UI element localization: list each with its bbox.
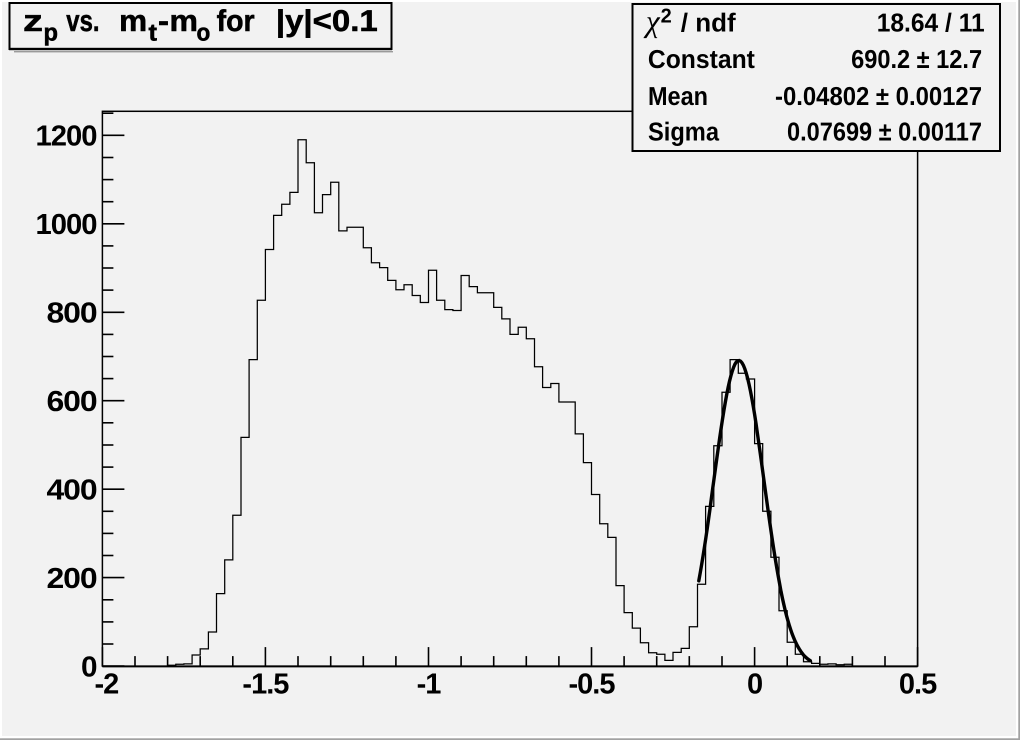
svg-text:0: 0 <box>81 651 97 683</box>
svg-text:t: t <box>149 20 158 47</box>
svg-text:m: m <box>119 5 147 38</box>
svg-text:-1.5: -1.5 <box>242 668 289 700</box>
svg-text:Mean: Mean <box>648 81 708 111</box>
svg-text:-0.04802 ± 0.00127: -0.04802 ± 0.00127 <box>775 81 982 111</box>
svg-text:Sigma: Sigma <box>648 117 719 147</box>
svg-text:1200: 1200 <box>36 121 97 153</box>
svg-text:0.07699 ± 0.00117: 0.07699 ± 0.00117 <box>787 117 982 147</box>
svg-text:Constant: Constant <box>648 44 755 74</box>
svg-text:z: z <box>23 5 43 38</box>
svg-text:-1: -1 <box>417 668 442 700</box>
svg-text:vs.: vs. <box>66 5 99 38</box>
svg-text:o: o <box>197 20 211 47</box>
svg-text:-: - <box>158 5 169 38</box>
svg-text:|y|<0.1: |y|<0.1 <box>276 5 378 38</box>
svg-text:600: 600 <box>47 386 97 418</box>
svg-text:400: 400 <box>47 475 97 507</box>
svg-text:18.64 / 11: 18.64 / 11 <box>877 8 985 38</box>
svg-text:200: 200 <box>47 563 97 595</box>
svg-text:for: for <box>217 5 255 38</box>
svg-text:800: 800 <box>47 298 97 330</box>
svg-text:-0.5: -0.5 <box>569 668 616 700</box>
svg-text:0: 0 <box>747 668 762 700</box>
svg-text:0.5: 0.5 <box>899 668 937 700</box>
svg-text:χ2/ ndf: χ2/ ndf <box>643 4 736 39</box>
svg-text:m: m <box>170 5 199 38</box>
svg-text:690.2 ± 12.7: 690.2 ± 12.7 <box>851 44 982 74</box>
svg-text:1000: 1000 <box>36 209 97 241</box>
svg-text:-2: -2 <box>95 668 119 700</box>
svg-text:p: p <box>44 20 59 47</box>
